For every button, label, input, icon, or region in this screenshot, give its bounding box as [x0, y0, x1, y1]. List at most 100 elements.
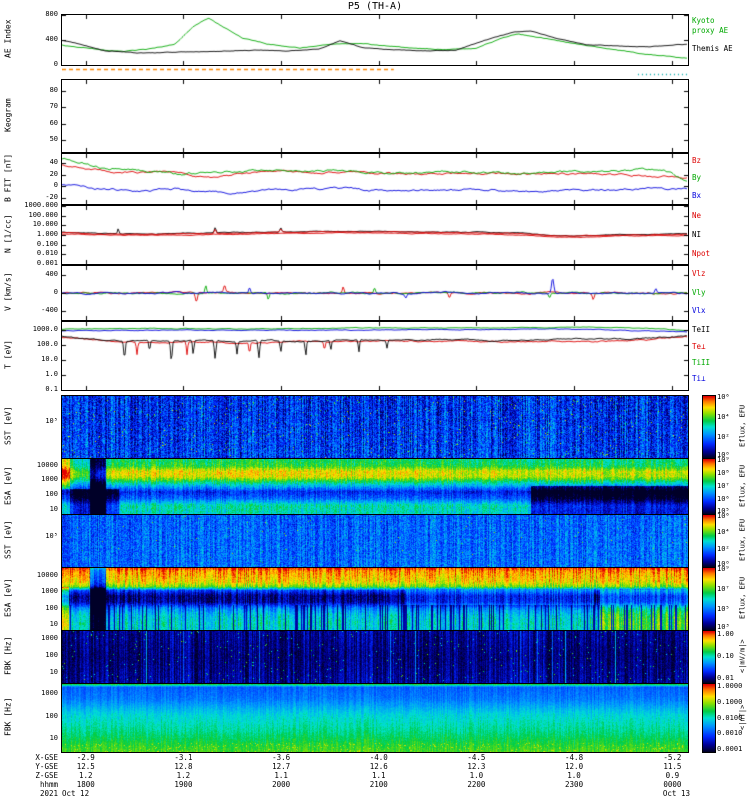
fbk-e-cbunit: <|mV/m|>	[738, 639, 747, 673]
temperature-legend-2: TiII	[692, 358, 711, 368]
axis-row-label-x-gse: X-GSE	[35, 753, 58, 762]
sst-ion-ylabel: SST [eV]	[3, 520, 13, 560]
fbk-e-cbtick-2: 0.01	[717, 673, 734, 682]
axis-row-label-y-gse: Y-GSE	[35, 762, 58, 771]
y-gse-value-5: 12.0	[565, 762, 584, 771]
density-canvas	[62, 206, 688, 264]
time-tick-label-3: 2100	[369, 780, 388, 789]
esa-ion-canvas	[62, 568, 688, 630]
sst-ion-cbtick-3: 10⁰	[717, 560, 730, 569]
b-fit-ytick-2: 0	[53, 181, 58, 190]
density-ytick-6: 0.001	[36, 259, 58, 267]
esa-ion-cbtick-3: 10³	[717, 623, 730, 632]
x-gse-value-4: -4.5	[467, 753, 486, 762]
esa-ion-ytick-3: 10	[49, 620, 58, 629]
b-fit-legend-0: Bz	[692, 156, 702, 165]
velocity-ytick-0: 400	[45, 270, 58, 279]
panel-fbk-b	[61, 683, 689, 753]
fbk-b-ytick-1: 100	[45, 711, 58, 720]
ae-index-canvas	[62, 15, 688, 65]
time-tick-label-1: 1900	[174, 780, 193, 789]
sst-electron-canvas	[62, 396, 688, 458]
z-gse-value-1: 1.2	[176, 771, 191, 780]
fbk-e-ytick-0: 1000	[41, 633, 58, 642]
fbk-b-ytick-2: 10	[49, 734, 58, 743]
z-gse-value-4: 1.0	[469, 771, 484, 780]
keogram-canvas	[62, 80, 688, 152]
start-date-label: Oct 12	[62, 789, 90, 798]
b-fit-ytick-3: -20	[45, 193, 58, 202]
esa-ion-cbtick-0: 10⁹	[717, 564, 730, 573]
axis-row-label-z-gse: Z-GSE	[35, 771, 58, 780]
x-gse-value-5: -4.8	[565, 753, 584, 762]
density-ytick-3: 1.000	[36, 230, 58, 238]
esa-ion-cbtick-1: 10⁷	[717, 584, 730, 593]
fbk-e-ytick-1: 100	[45, 650, 58, 659]
keogram-ytick-3: 50	[49, 135, 58, 144]
sst-ion-ytick-0: 10⁵	[45, 531, 58, 540]
density-legend-0: Ne	[692, 210, 702, 220]
sst-electron-cbtick-0: 10⁶	[717, 392, 730, 401]
time-tick-label-2: 2000	[272, 780, 291, 789]
panel-esa-electron	[61, 458, 689, 515]
panel-esa-ion	[61, 567, 689, 631]
esa-electron-cbunit: Eflux, EFU	[738, 464, 747, 507]
esa-electron-ytick-0: 10000	[36, 461, 58, 470]
fbk-b-cbtick-0: 1.0000	[717, 682, 743, 691]
fbk-e-cbtick-1: 0.10	[717, 652, 734, 660]
axis-row-label-hhmm: hhmm	[39, 780, 58, 789]
z-gse-value-2: 1.1	[274, 771, 288, 780]
sst-electron-cbtick-3: 10⁰	[717, 451, 730, 460]
velocity-legend-1: Vly	[692, 287, 706, 297]
z-gse-value-5: 1.0	[567, 771, 581, 780]
b-fit-canvas	[62, 154, 688, 204]
sst-ion-cbtick-1: 10⁴	[717, 528, 730, 537]
fbk-b-cbunit: <|nT|>	[738, 704, 747, 730]
sst-ion-canvas	[62, 515, 688, 567]
keogram-ytick-2: 60	[49, 118, 58, 127]
density-legend-1: NI	[692, 229, 702, 239]
velocity-canvas	[62, 266, 688, 320]
esa-electron-canvas	[62, 459, 688, 514]
sst-ion-colorbar	[702, 514, 716, 568]
esa-electron-cbtick-3: 10⁶	[717, 494, 730, 503]
y-gse-value-2: 12.7	[272, 762, 291, 771]
temperature-canvas	[62, 322, 688, 390]
density-ytick-5: 0.010	[36, 249, 58, 258]
fbk-b-cbtick-2: 0.0100	[717, 713, 743, 722]
z-gse-value-6: 0.9	[665, 771, 680, 780]
y-gse-value-3: 12.6	[369, 762, 388, 771]
x-gse-value-0: -2.9	[76, 753, 95, 762]
plot-title: P5 (TH-A)	[347, 1, 403, 12]
fbk-b-cbtick-1: 0.1000	[717, 698, 743, 707]
density-ytick-4: 0.100	[36, 239, 58, 248]
esa-electron-cbtick-4: 10⁵	[717, 507, 730, 516]
sst-electron-cbtick-1: 10⁴	[717, 412, 730, 421]
velocity-legend-0: Vlz	[692, 269, 706, 279]
esa-ion-ytick-2: 100	[45, 603, 58, 612]
status-strip-canvas	[62, 66, 688, 77]
ae-index-legend-0: Kyoto	[692, 16, 715, 25]
y-gse-value-1: 12.8	[174, 762, 193, 771]
y-gse-value-0: 12.5	[76, 762, 95, 771]
b-fit-legend-2: Bx	[692, 191, 702, 200]
x-gse-value-3: -4.0	[369, 753, 388, 762]
fbk-e-ytick-2: 10	[49, 668, 58, 677]
ae-index-ytick-1: 400	[45, 35, 58, 43]
sst-ion-cbtick-2: 10²	[717, 544, 730, 553]
temperature-legend-3: Ti⊥	[692, 374, 706, 384]
temperature-ytick-3: 1.0	[45, 369, 58, 378]
keogram-ytick-1: 70	[49, 102, 58, 111]
sst-electron-cbunit: Eflux, EFU	[738, 404, 747, 448]
esa-electron-cbtick-2: 10⁷	[717, 481, 730, 490]
ae-index-legend-2: Themis AE	[692, 44, 733, 53]
panel-fbk-e	[61, 630, 689, 684]
fbk-b-ytick-0: 1000	[41, 689, 58, 698]
fbk-b-colorbar	[702, 683, 716, 753]
fbk-e-cbtick-0: 1.00	[717, 630, 734, 639]
panel-ae-index	[61, 14, 689, 66]
esa-electron-ytick-3: 10	[49, 504, 58, 513]
temperature-ytick-2: 10.0	[41, 354, 58, 363]
velocity-ytick-1: 0	[53, 288, 58, 296]
